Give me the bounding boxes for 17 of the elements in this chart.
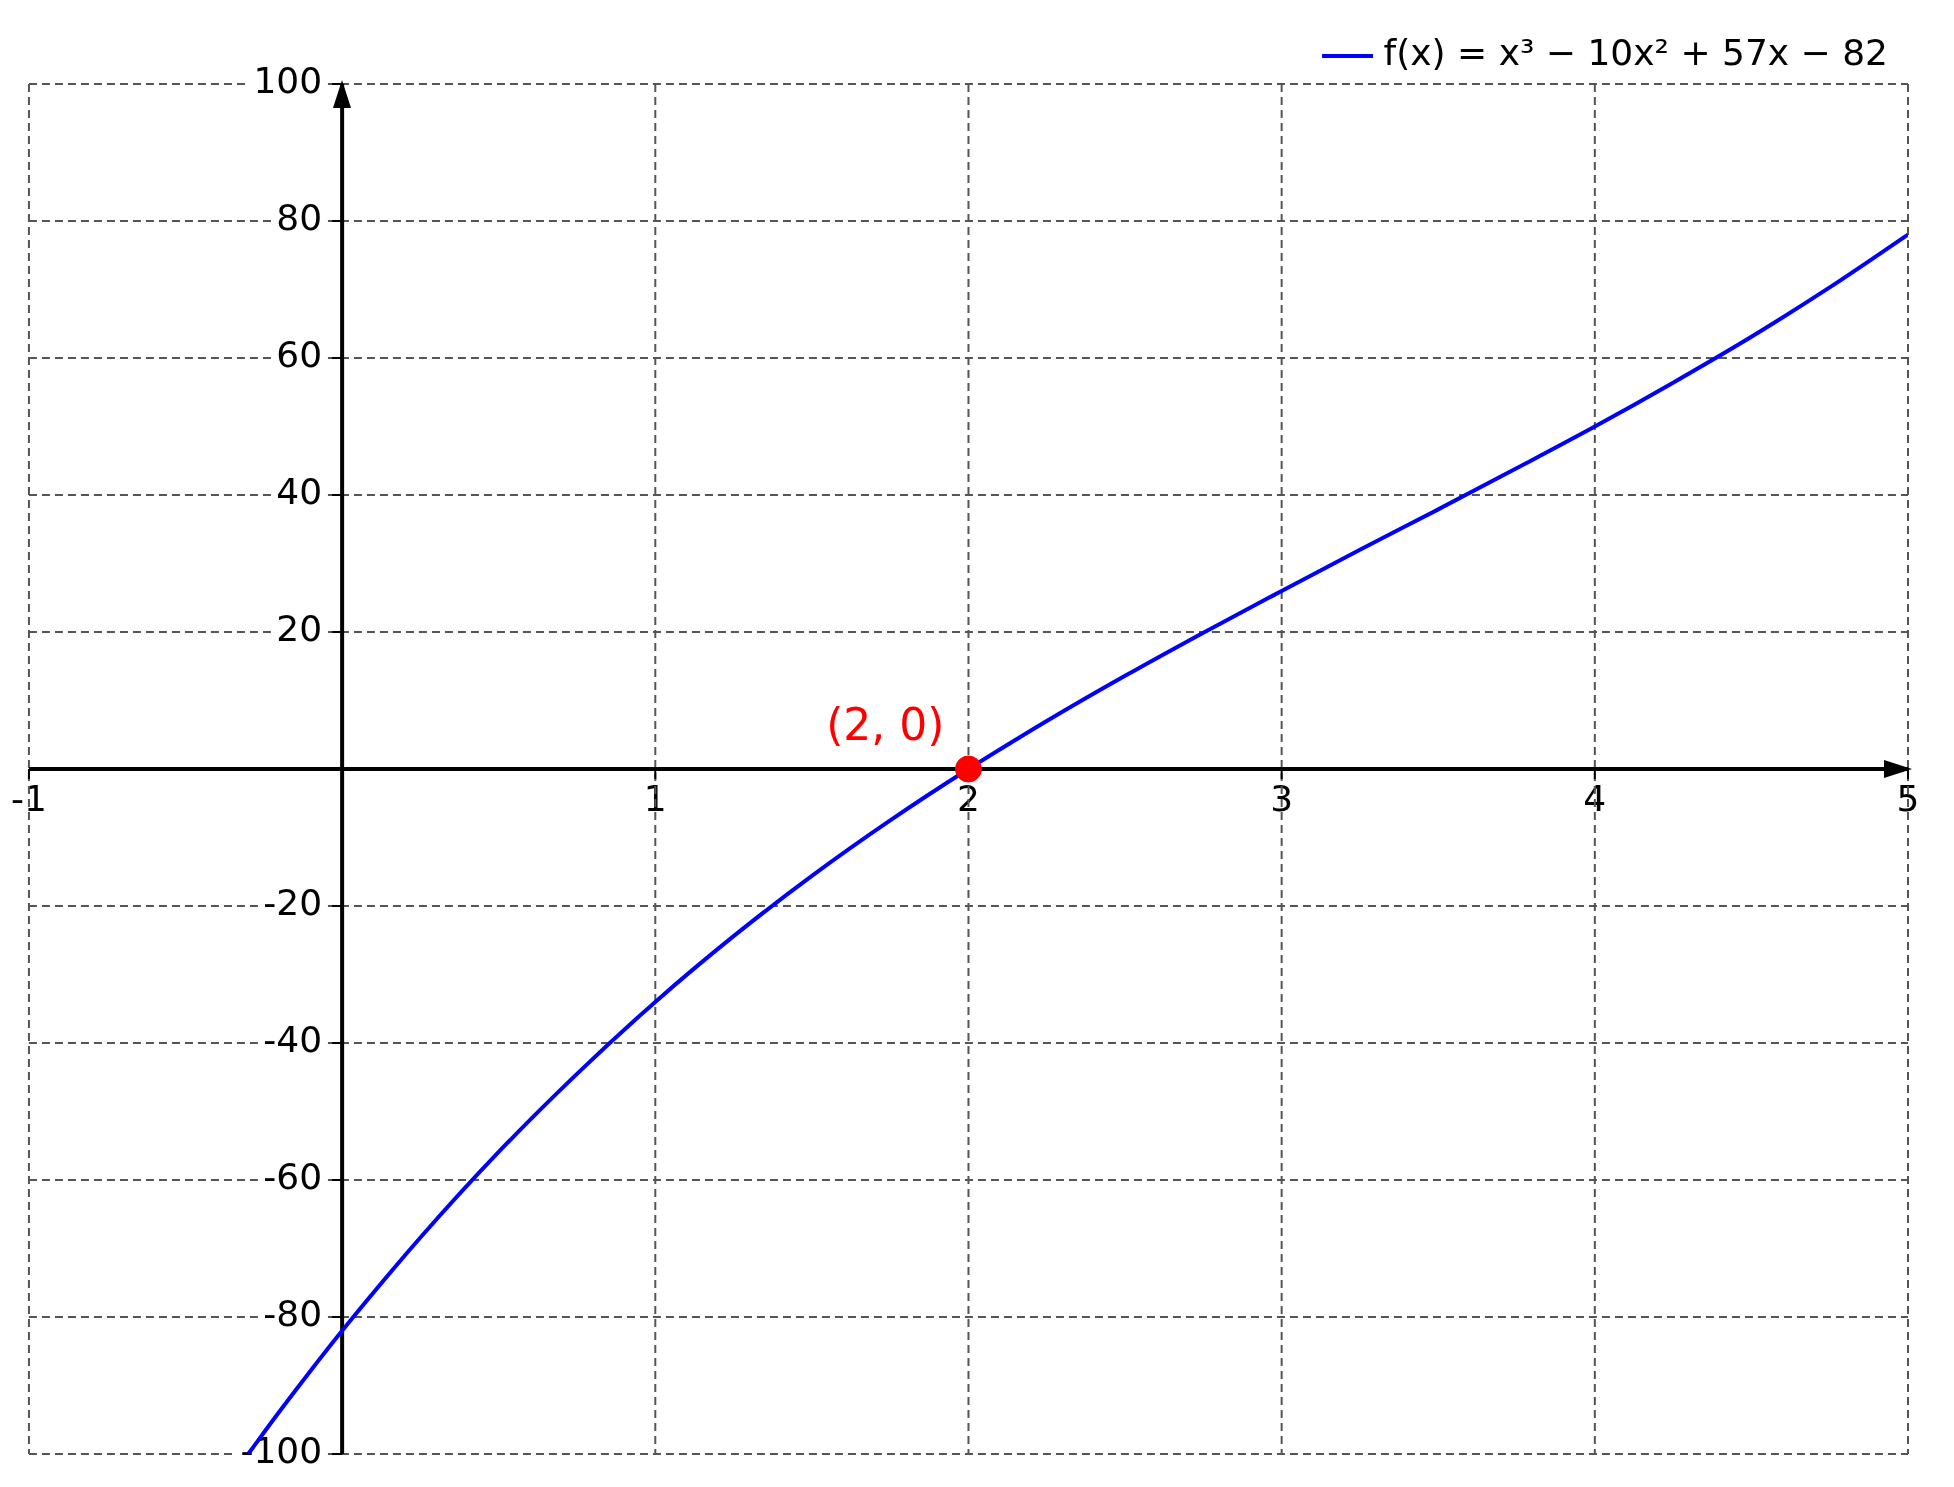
y-tick-label: 100: [253, 60, 323, 102]
x-tick-label: 2: [957, 777, 980, 819]
y-tick-label: -20: [263, 882, 323, 924]
y-tick-label: 40: [276, 471, 323, 513]
legend-label: f(x) = x³ − 10x² + 57x − 82: [1383, 32, 1889, 74]
annotation: (2, 0): [826, 699, 945, 751]
y-tick-label: 60: [276, 334, 323, 376]
x-tick-label: -1: [10, 777, 47, 819]
y-tick-label: 20: [276, 608, 323, 650]
x-tick-label: 5: [1896, 777, 1920, 819]
y-tick-label: -100: [240, 1430, 323, 1472]
x-tick-label: 3: [1270, 777, 1294, 819]
y-tick-label: -40: [263, 1019, 323, 1061]
y-tick-label: -60: [263, 1156, 323, 1198]
y-tick-label: 80: [276, 197, 323, 239]
x-tick-label: 4: [1583, 777, 1607, 819]
y-tick-label: -80: [263, 1293, 323, 1335]
